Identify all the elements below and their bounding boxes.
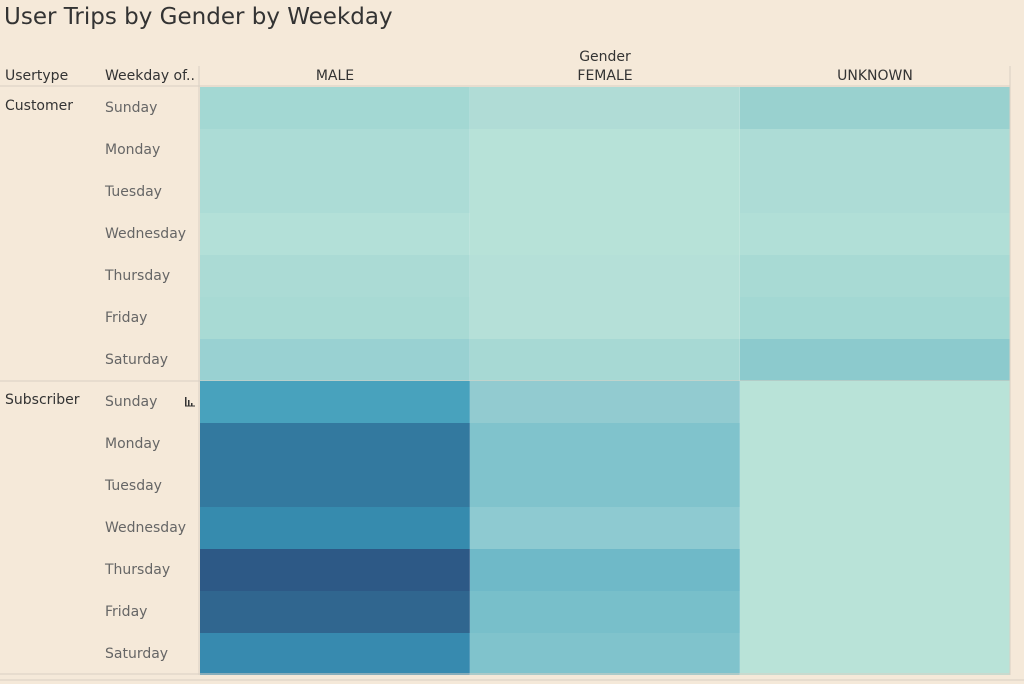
- heatmap-cell-customer-saturday-female[interactable]: [470, 339, 740, 381]
- heatmap-cell-subscriber-sunday-male[interactable]: [200, 381, 470, 423]
- heatmap-cell-subscriber-sunday-female[interactable]: [470, 381, 740, 423]
- heatmap-cell-customer-saturday-unknown[interactable]: [740, 339, 1010, 381]
- column-header-female[interactable]: FEMALE: [577, 68, 633, 84]
- heatmap-cell-customer-monday-female[interactable]: [470, 129, 740, 171]
- heatmap-cell-customer-tuesday-unknown[interactable]: [740, 171, 1010, 213]
- heatmap-cell-customer-thursday-male[interactable]: [200, 255, 470, 297]
- row-label-customer-friday[interactable]: Friday: [105, 310, 148, 326]
- row-label-customer-wednesday[interactable]: Wednesday: [105, 226, 187, 242]
- sort-icon[interactable]: [184, 395, 196, 407]
- heatmap-cell-customer-wednesday-female[interactable]: [470, 213, 740, 255]
- row-label-customer-thursday[interactable]: Thursday: [105, 268, 171, 284]
- heatmap-cell-customer-saturday-male[interactable]: [200, 339, 470, 381]
- heatmap-cell-subscriber-thursday-female[interactable]: [470, 549, 740, 591]
- heatmap-cell-subscriber-wednesday-male[interactable]: [200, 507, 470, 549]
- row-label-subscriber-friday[interactable]: Friday: [105, 604, 148, 620]
- heatmap-cell-subscriber-saturday-male[interactable]: [200, 633, 470, 675]
- heatmap-cell-subscriber-friday-unknown[interactable]: [740, 591, 1010, 633]
- heatmap-cell-customer-wednesday-unknown[interactable]: [740, 213, 1010, 255]
- heatmap-cell-customer-friday-male[interactable]: [200, 297, 470, 339]
- row-label-customer-sunday[interactable]: Sunday: [105, 100, 158, 116]
- row-label-subscriber-monday[interactable]: Monday: [105, 436, 161, 452]
- heatmap-cell-subscriber-friday-male[interactable]: [200, 591, 470, 633]
- heatmap-cell-subscriber-thursday-unknown[interactable]: [740, 549, 1010, 591]
- heatmap-cell-customer-friday-female[interactable]: [470, 297, 740, 339]
- heatmap-cell-subscriber-monday-male[interactable]: [200, 423, 470, 465]
- weekday-header[interactable]: Weekday of..: [105, 68, 195, 84]
- heatmap-cell-customer-monday-unknown[interactable]: [740, 129, 1010, 171]
- heatmap-cell-subscriber-saturday-female[interactable]: [470, 633, 740, 675]
- group-label-customer[interactable]: Customer: [5, 98, 74, 114]
- heatmap-cell-customer-sunday-unknown[interactable]: [740, 87, 1010, 129]
- heatmap-cell-subscriber-monday-female[interactable]: [470, 423, 740, 465]
- heatmap-cell-customer-friday-unknown[interactable]: [740, 297, 1010, 339]
- heatmap-cell-customer-tuesday-female[interactable]: [470, 171, 740, 213]
- heatmap-cell-subscriber-wednesday-unknown[interactable]: [740, 507, 1010, 549]
- usertype-header[interactable]: Usertype: [5, 68, 69, 84]
- heatmap-cell-subscriber-tuesday-unknown[interactable]: [740, 465, 1010, 507]
- heatmap-cell-subscriber-monday-unknown[interactable]: [740, 423, 1010, 465]
- row-label-subscriber-saturday[interactable]: Saturday: [105, 646, 169, 662]
- column-header-unknown[interactable]: UNKNOWN: [837, 68, 913, 84]
- group-label-subscriber[interactable]: Subscriber: [5, 392, 80, 408]
- heatmap-cell-subscriber-thursday-male[interactable]: [200, 549, 470, 591]
- heatmap-cell-customer-wednesday-male[interactable]: [200, 213, 470, 255]
- heatmap-cell-customer-thursday-unknown[interactable]: [740, 255, 1010, 297]
- gender-axis-title: Gender: [579, 49, 631, 65]
- heatmap-cell-subscriber-tuesday-female[interactable]: [470, 465, 740, 507]
- heatmap-cell-customer-monday-male[interactable]: [200, 129, 470, 171]
- heatmap-cell-subscriber-tuesday-male[interactable]: [200, 465, 470, 507]
- row-label-subscriber-wednesday[interactable]: Wednesday: [105, 520, 187, 536]
- heatmap-cell-customer-tuesday-male[interactable]: [200, 171, 470, 213]
- row-label-customer-tuesday[interactable]: Tuesday: [105, 184, 162, 200]
- row-label-customer-saturday[interactable]: Saturday: [105, 352, 169, 368]
- row-label-customer-monday[interactable]: Monday: [105, 142, 161, 158]
- heatmap-cell-subscriber-friday-female[interactable]: [470, 591, 740, 633]
- heatmap-cell-customer-sunday-male[interactable]: [200, 87, 470, 129]
- heatmap-cell-subscriber-sunday-unknown[interactable]: [740, 381, 1010, 423]
- row-label-subscriber-sunday[interactable]: Sunday: [105, 394, 158, 410]
- heatmap-cell-subscriber-wednesday-female[interactable]: [470, 507, 740, 549]
- chart-title: User Trips by Gender by Weekday: [4, 4, 393, 30]
- heatmap-cell-customer-sunday-female[interactable]: [470, 87, 740, 129]
- column-header-male[interactable]: MALE: [315, 68, 355, 84]
- heatmap-cell-customer-thursday-female[interactable]: [470, 255, 740, 297]
- row-label-subscriber-tuesday[interactable]: Tuesday: [105, 478, 162, 494]
- row-label-subscriber-thursday[interactable]: Thursday: [105, 562, 171, 578]
- heatmap-cell-subscriber-saturday-unknown[interactable]: [740, 633, 1010, 675]
